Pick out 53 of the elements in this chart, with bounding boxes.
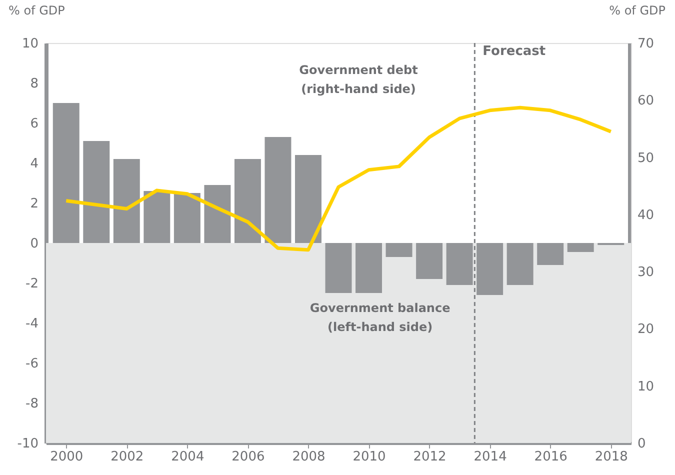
x-tick-label: 2000 (50, 450, 84, 464)
line-series (64, 106, 613, 252)
y-tick-label: 0 (30, 236, 38, 252)
bar (144, 191, 170, 243)
bar (446, 243, 473, 285)
bar (204, 185, 231, 243)
y2-tick-label: 70 (638, 36, 654, 52)
y-tick-label: -8 (26, 396, 38, 412)
y2-axis-title: % of GDP (609, 4, 666, 18)
bar (476, 243, 504, 295)
x-tick-label: 2014 (474, 450, 507, 464)
bar (416, 243, 443, 279)
x-tick-label: 2012 (413, 450, 446, 464)
y-tick-label: 2 (30, 196, 38, 212)
bar (356, 243, 382, 293)
annotation: Government balance (left-hand side) (310, 301, 450, 334)
y-tick-label: -4 (26, 316, 38, 332)
y2-tick-label: 0 (638, 436, 646, 452)
bar (386, 243, 412, 257)
annotation: Government debt (right-hand side) (299, 63, 418, 96)
x-tick-label: 2004 (171, 450, 204, 464)
x-tick-label: 2008 (292, 450, 326, 464)
x-tick-label: 2010 (352, 450, 386, 464)
y2-tick-label: 50 (638, 150, 654, 166)
bar (113, 159, 140, 243)
y2-tick-label: 10 (638, 379, 654, 394)
y2-tick-label: 60 (638, 94, 654, 109)
bar (174, 193, 200, 243)
y2-tick-label: 20 (638, 322, 654, 338)
y-tick-label: -6 (26, 356, 38, 372)
y-tick-label: -2 (26, 276, 38, 292)
bar (294, 155, 322, 243)
y-tick-label: -10 (17, 436, 38, 452)
y2-tick-label: 30 (638, 265, 654, 280)
bar (264, 137, 292, 243)
bar (52, 103, 80, 243)
bar (83, 141, 110, 243)
bar (506, 243, 534, 285)
y-tick-label: 6 (30, 116, 38, 132)
bar (537, 243, 564, 265)
x-tick-label: 2002 (110, 450, 144, 464)
x-tick-label: 2016 (534, 450, 568, 464)
y-tick-label: 8 (30, 76, 38, 92)
bar (567, 243, 594, 252)
x-tick-label: 2006 (232, 450, 265, 464)
y-tick-label: 4 (30, 156, 38, 172)
y-axis-title: % of GDP (8, 4, 65, 18)
ref-line-label: Forecast (482, 44, 546, 59)
y-tick-label: 10 (22, 36, 38, 52)
x-tick-label: 2018 (594, 450, 628, 464)
y2-tick-label: 40 (638, 208, 654, 223)
bar (234, 159, 261, 243)
bar (325, 243, 352, 293)
